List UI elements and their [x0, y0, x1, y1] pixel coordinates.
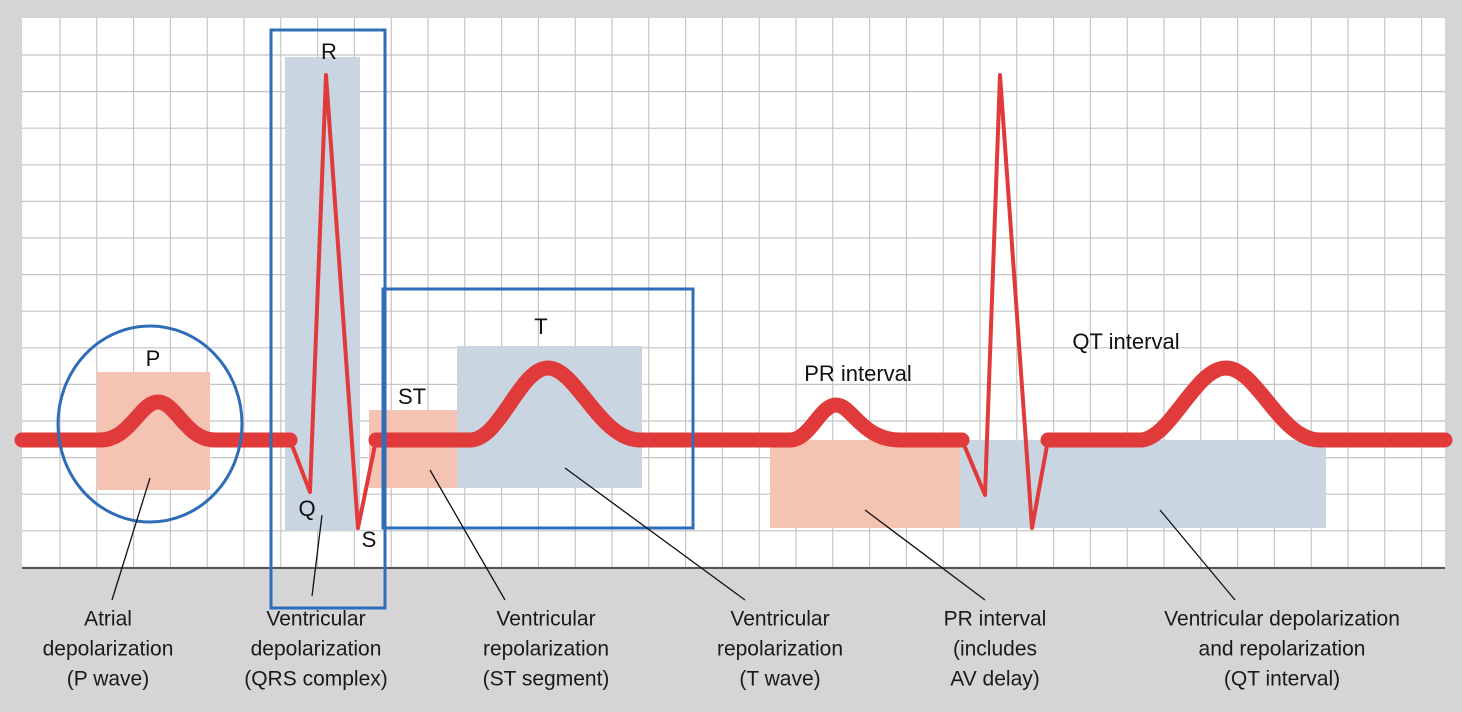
caption-line: (includes [953, 638, 1037, 661]
leader [429, 469, 506, 601]
t-wave [368, 360, 970, 448]
qrs-complex-2 [960, 73, 1050, 530]
leader [111, 477, 151, 601]
caption-line: Ventricular [266, 608, 365, 631]
qrs-box [269, 28, 387, 610]
wave-label: PR interval [804, 361, 912, 386]
caption-line: Ventricular depolarization [1164, 608, 1400, 631]
wave-label: T [534, 314, 547, 339]
wave-label: R [321, 39, 337, 64]
highlights [56, 28, 695, 610]
p-circle [56, 324, 244, 524]
caption-line: PR interval [944, 608, 1047, 631]
caption-line: AV delay) [950, 668, 1040, 691]
caption-line: and repolarization [1199, 638, 1366, 661]
caption-line: (T wave) [739, 668, 820, 691]
caption-line: depolarization [251, 638, 382, 661]
wave-label: QT interval [1072, 329, 1179, 354]
caption-line: (P wave) [67, 668, 149, 691]
qrs-complex [288, 73, 378, 530]
caption-line: depolarization [43, 638, 174, 661]
caption-line: Ventricular [496, 608, 595, 631]
caption-line: repolarization [717, 638, 843, 661]
t-wave-2 [1040, 360, 1453, 448]
caption-line: Atrial [84, 608, 132, 631]
wave-label: Q [298, 496, 315, 521]
p-wave [14, 394, 298, 448]
leader [564, 467, 746, 601]
wave-label: S [362, 527, 377, 552]
leader [311, 514, 323, 597]
caption-line: (QRS complex) [244, 668, 388, 691]
caption-line: (ST segment) [483, 668, 610, 691]
pr-region [770, 440, 960, 528]
t-box [381, 287, 695, 530]
caption-line: (QT interval) [1224, 668, 1340, 691]
wave-label: ST [398, 384, 426, 409]
ecg-trace [14, 73, 1453, 530]
caption-line: repolarization [483, 638, 609, 661]
wave-labels: R P Q S ST T PR interval QT interval [146, 39, 1180, 552]
captions: Atrial depolarization (P wave) Ventricular d… [43, 608, 1400, 691]
caption-line: Ventricular [730, 608, 829, 631]
leader [864, 509, 986, 601]
qt-region [960, 440, 1326, 528]
leader [1159, 509, 1236, 601]
wave-label: P [146, 346, 161, 371]
leader-lines [111, 467, 1236, 601]
